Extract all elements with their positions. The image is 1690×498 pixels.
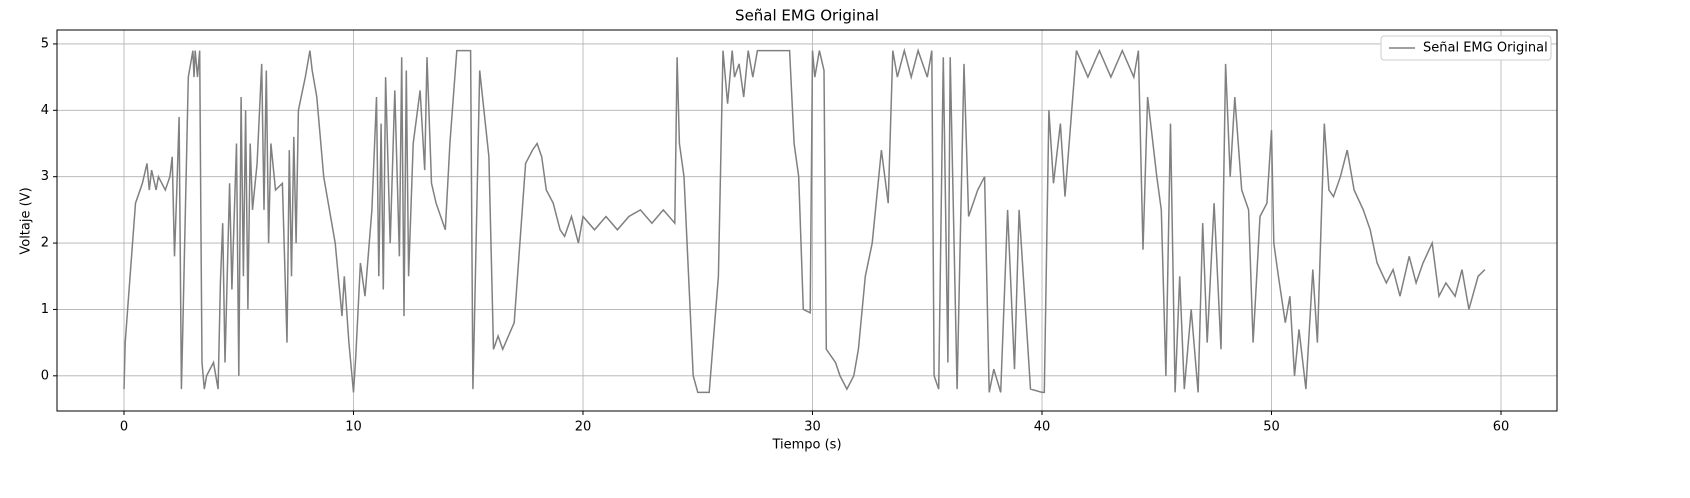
plot-frame	[56, 29, 1558, 412]
x-tick-label: 50	[1263, 420, 1280, 435]
x-axis-label: Tiempo (s)	[771, 438, 841, 453]
legend-box	[1380, 35, 1552, 61]
x-tick-label: 30	[804, 420, 821, 435]
x-tick-label: 60	[1493, 420, 1510, 435]
data-line	[123, 47, 1486, 394]
x-tick-label: 0	[120, 420, 128, 435]
y-tick-label: 2	[41, 236, 49, 251]
x-tick-label: 20	[575, 420, 592, 435]
y-tick-label: 0	[41, 368, 49, 383]
x-tick-label: 10	[345, 420, 362, 435]
legend-label: Señal EMG Original	[1423, 41, 1548, 56]
y-tick-label: 5	[41, 36, 49, 51]
y-tick-label: 3	[41, 169, 49, 184]
y-axis-label: Voltaje (V)	[19, 187, 34, 254]
x-tick-label: 40	[1034, 420, 1051, 435]
y-tick-label: 4	[41, 103, 49, 118]
y-tick-label: 1	[41, 302, 49, 317]
chart-title: Señal EMG Original	[735, 7, 879, 25]
